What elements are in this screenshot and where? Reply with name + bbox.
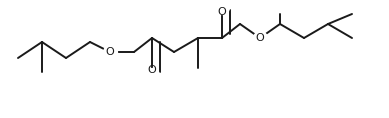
Text: O: O: [256, 33, 265, 43]
Text: O: O: [147, 65, 156, 75]
Text: O: O: [217, 7, 226, 17]
Text: O: O: [106, 47, 114, 57]
